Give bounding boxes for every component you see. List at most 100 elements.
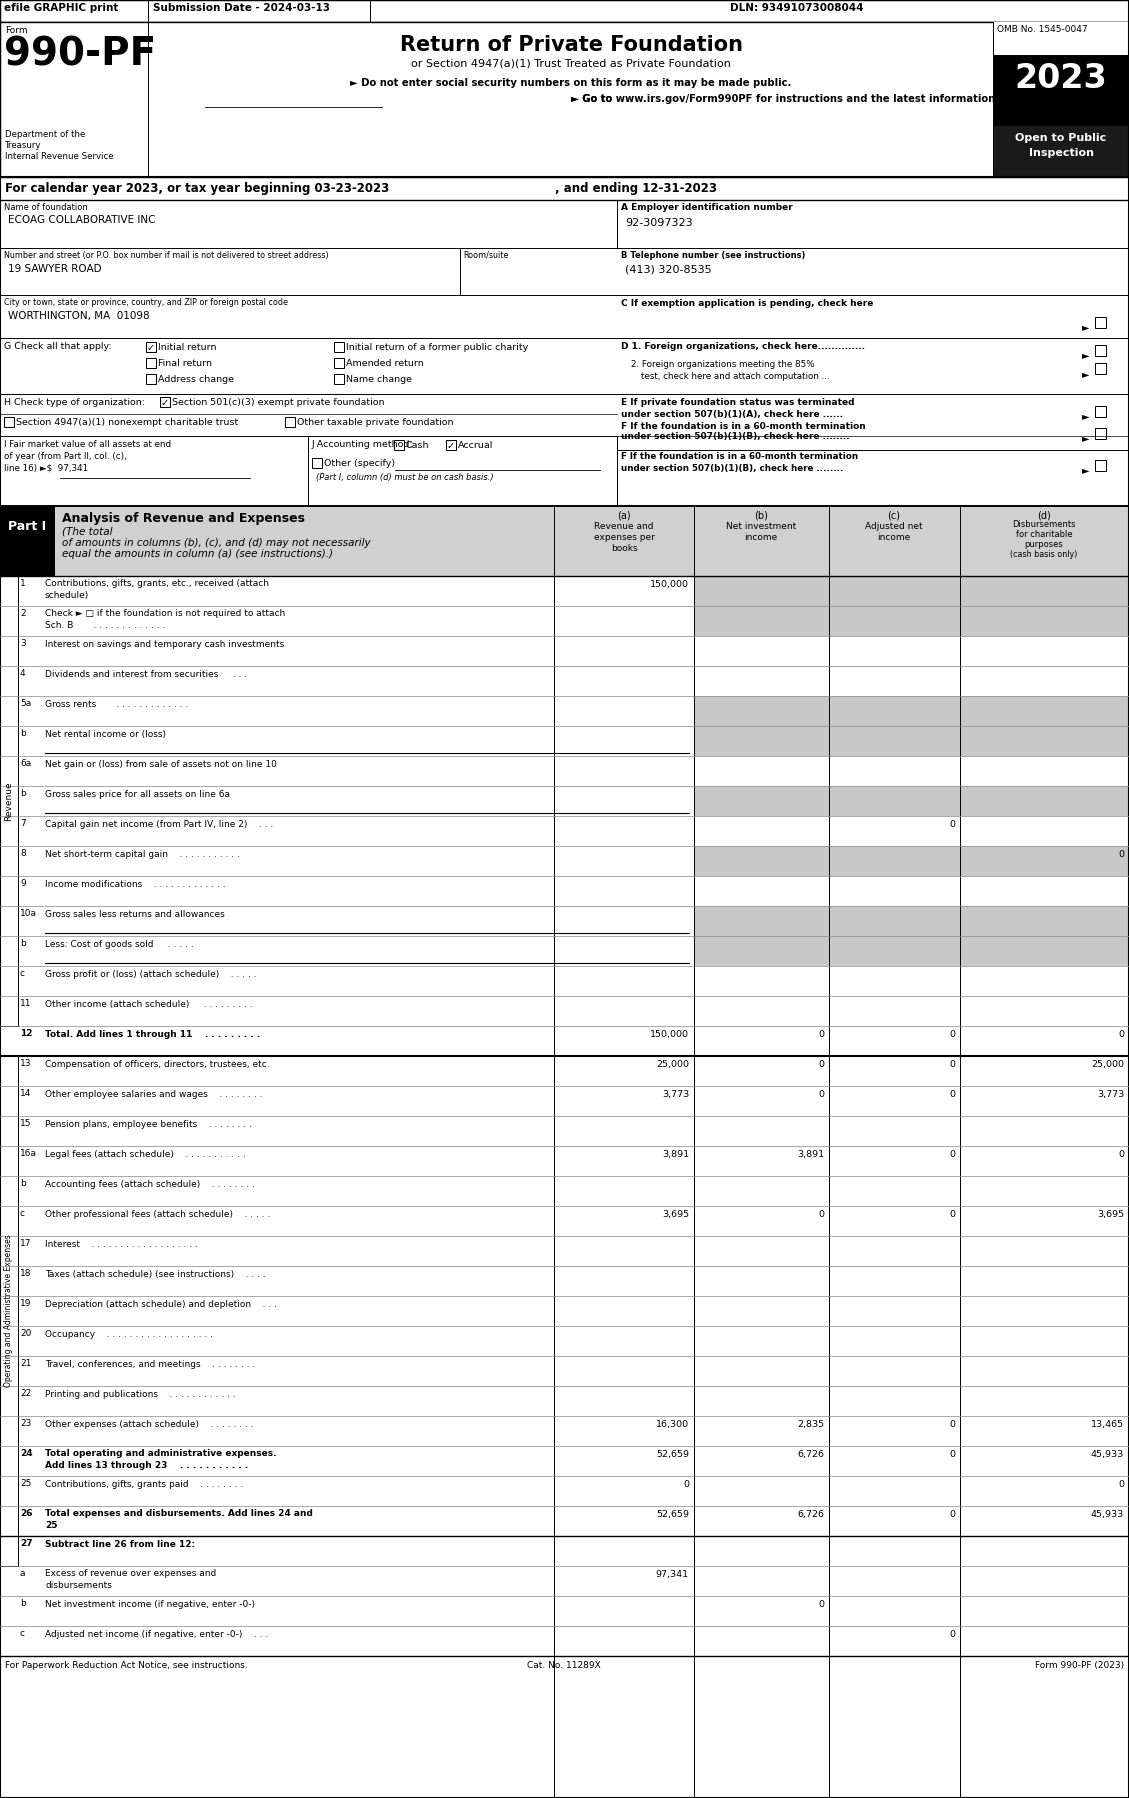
Text: Total expenses and disbursements. Add lines 24 and: Total expenses and disbursements. Add li…	[45, 1509, 313, 1518]
Text: Name change: Name change	[345, 376, 412, 385]
Bar	[0, 575, 18, 1027]
Text: For Paperwork Reduction Act Notice, see instructions.: For Paperwork Reduction Act Notice, see …	[5, 1661, 247, 1670]
Bar	[960, 575, 1129, 606]
Text: 0: 0	[819, 1090, 824, 1099]
Bar	[0, 505, 55, 575]
Bar	[0, 1266, 1129, 1296]
Text: G Check all that apply:: G Check all that apply:	[5, 342, 112, 351]
Bar	[694, 606, 829, 636]
Text: ✓: ✓	[161, 397, 169, 408]
Text: 21: 21	[20, 1359, 32, 1368]
Text: ►: ►	[1082, 322, 1089, 333]
Bar	[0, 575, 1129, 606]
Bar	[0, 1325, 1129, 1356]
Text: 0: 0	[949, 1449, 955, 1458]
Text: Form: Form	[5, 25, 27, 34]
Bar	[960, 906, 1129, 937]
Text: Total. Add lines 1 through 11    . . . . . . . . .: Total. Add lines 1 through 11 . . . . . …	[45, 1030, 261, 1039]
Text: 23: 23	[20, 1419, 32, 1428]
Text: b: b	[20, 1598, 26, 1607]
Text: ►: ►	[1082, 369, 1089, 379]
Text: 11: 11	[20, 1000, 32, 1009]
Text: Net short-term capital gain    . . . . . . . . . . .: Net short-term capital gain . . . . . . …	[45, 850, 239, 859]
Text: (cash basis only): (cash basis only)	[1010, 550, 1078, 559]
Bar	[1095, 406, 1106, 417]
Text: under section 507(b)(1)(A), check here ......: under section 507(b)(1)(A), check here .…	[621, 410, 843, 419]
Text: ✓: ✓	[147, 343, 155, 352]
Text: ► Do not enter social security numbers on this form as it may be made public.: ► Do not enter social security numbers o…	[350, 77, 791, 88]
Text: 7: 7	[20, 820, 26, 829]
Bar	[312, 458, 322, 467]
Text: Excess of revenue over expenses and: Excess of revenue over expenses and	[45, 1570, 217, 1579]
Bar	[960, 937, 1129, 966]
Bar	[0, 1296, 1129, 1325]
Text: income: income	[877, 532, 911, 541]
Text: ►: ►	[1082, 433, 1089, 442]
Text: Initial return: Initial return	[158, 343, 217, 352]
Text: For calendar year 2023, or tax year beginning 03-23-2023: For calendar year 2023, or tax year begi…	[5, 182, 390, 194]
Bar	[829, 786, 960, 816]
Text: Address change: Address change	[158, 376, 234, 385]
Bar	[0, 606, 1129, 636]
Bar	[694, 847, 829, 876]
Bar	[694, 696, 829, 726]
Text: 27: 27	[20, 1539, 33, 1548]
Bar	[334, 342, 344, 352]
Bar	[1095, 428, 1106, 439]
Bar	[994, 126, 1129, 176]
Text: Section 4947(a)(1) nonexempt charitable trust: Section 4947(a)(1) nonexempt charitable …	[16, 417, 238, 426]
Text: under section 507(b)(1)(B), check here ........: under section 507(b)(1)(B), check here .…	[621, 432, 850, 441]
Bar	[0, 1417, 1129, 1446]
Text: Interest    . . . . . . . . . . . . . . . . . . .: Interest . . . . . . . . . . . . . . . .…	[45, 1241, 198, 1250]
Text: Other taxable private foundation: Other taxable private foundation	[297, 417, 454, 426]
Text: of amounts in columns (b), (c), and (d) may not necessarily: of amounts in columns (b), (c), and (d) …	[62, 538, 370, 548]
Bar	[0, 966, 1129, 996]
Bar	[0, 937, 1129, 966]
Text: 0: 0	[949, 1210, 955, 1219]
Bar	[0, 636, 1129, 665]
Bar	[334, 374, 344, 385]
Text: of year (from Part II, col. (c),: of year (from Part II, col. (c),	[5, 451, 126, 460]
Text: b: b	[20, 1179, 26, 1188]
Text: Other employee salaries and wages    . . . . . . . .: Other employee salaries and wages . . . …	[45, 1090, 263, 1099]
Text: ►: ►	[1082, 412, 1089, 421]
Text: Gross rents       . . . . . . . . . . . . .: Gross rents . . . . . . . . . . . . .	[45, 699, 189, 708]
Text: Contributions, gifts, grants, etc., received (attach: Contributions, gifts, grants, etc., rece…	[45, 579, 269, 588]
Text: Number and street (or P.O. box number if mail is not delivered to street address: Number and street (or P.O. box number if…	[5, 252, 329, 261]
Text: 10a: 10a	[20, 910, 37, 919]
Text: b: b	[20, 939, 26, 948]
Text: 0: 0	[819, 1030, 824, 1039]
Text: Operating and Administrative Expenses: Operating and Administrative Expenses	[5, 1235, 14, 1388]
Bar	[960, 606, 1129, 636]
Text: 16,300: 16,300	[656, 1420, 689, 1429]
Bar	[960, 786, 1129, 816]
Text: disbursements: disbursements	[45, 1580, 112, 1589]
Text: Other income (attach schedule)     . . . . . . . . .: Other income (attach schedule) . . . . .…	[45, 1000, 253, 1009]
Text: 0: 0	[819, 1210, 824, 1219]
Bar	[0, 1507, 1129, 1535]
Text: 18: 18	[20, 1269, 32, 1278]
Text: c: c	[20, 1629, 25, 1638]
Text: Other (specify): Other (specify)	[324, 458, 395, 467]
Text: Net investment income (if negative, enter -0-): Net investment income (if negative, ente…	[45, 1600, 255, 1609]
Bar	[0, 1117, 1129, 1145]
Text: H Check type of organization:: H Check type of organization:	[5, 397, 145, 406]
Text: ►: ►	[1082, 466, 1089, 475]
Text: Gross profit or (loss) (attach schedule)    . . . . .: Gross profit or (loss) (attach schedule)…	[45, 969, 256, 978]
Text: WORTHINGTON, MA  01098: WORTHINGTON, MA 01098	[8, 311, 150, 322]
Bar	[994, 22, 1129, 56]
Bar	[160, 397, 170, 406]
Bar	[5, 417, 14, 426]
Text: Accrual: Accrual	[458, 441, 493, 450]
Bar	[0, 816, 1129, 847]
Text: Subtract line 26 from line 12:: Subtract line 26 from line 12:	[45, 1541, 195, 1550]
Text: (b): (b)	[754, 511, 768, 520]
Text: 92-3097323: 92-3097323	[625, 218, 692, 228]
Text: 0: 0	[949, 820, 955, 829]
Bar	[285, 417, 295, 426]
Bar	[694, 937, 829, 966]
Text: 13,465: 13,465	[1091, 1420, 1124, 1429]
Bar	[0, 1145, 1129, 1176]
Text: 0: 0	[949, 1510, 955, 1519]
Text: books: books	[611, 545, 637, 554]
